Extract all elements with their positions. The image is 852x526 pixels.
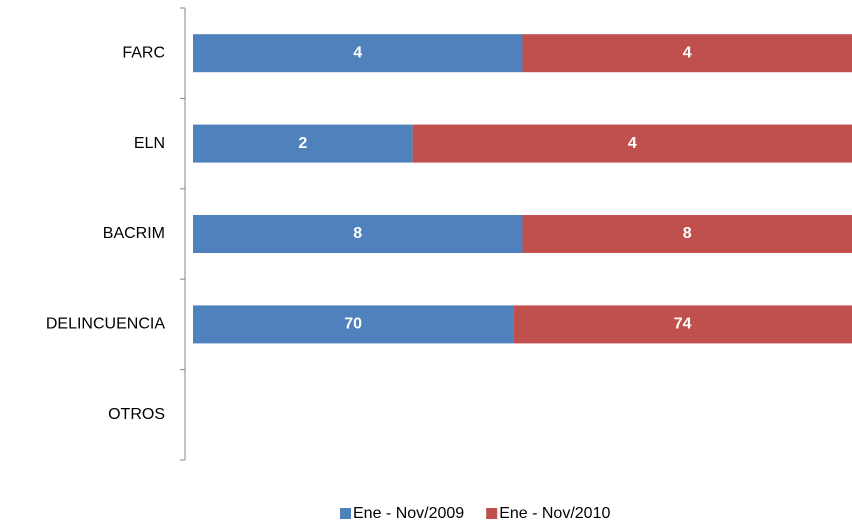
category-label: FARC xyxy=(122,44,165,61)
legend-label: Ene - Nov/2010 xyxy=(499,505,610,522)
data-label: 2 xyxy=(298,135,307,152)
category-label: BACRIM xyxy=(103,225,165,242)
bar-segment xyxy=(193,34,523,73)
bar-segment xyxy=(193,305,514,344)
data-label: 4 xyxy=(353,44,362,61)
data-label: 8 xyxy=(683,225,692,242)
bar-segment xyxy=(522,34,852,73)
data-label: 74 xyxy=(674,316,692,333)
data-label: 0 xyxy=(189,406,198,423)
category-label: OTROS xyxy=(108,406,165,423)
data-label: 4 xyxy=(628,135,637,152)
bar-segment xyxy=(193,215,523,253)
data-label: 70 xyxy=(344,316,362,333)
bar-segment xyxy=(513,305,852,344)
legend-swatch xyxy=(486,508,498,519)
data-label: 0 xyxy=(189,406,198,423)
bar-segment xyxy=(412,124,852,163)
bar-segment xyxy=(193,124,413,163)
category-label: DELINCUENCIA xyxy=(46,316,165,333)
legend-swatch xyxy=(340,508,351,519)
bar-segment xyxy=(522,215,852,253)
data-label: 4 xyxy=(683,44,692,61)
legend-label: Ene - Nov/2009 xyxy=(353,505,464,522)
category-label: ELN xyxy=(134,135,165,152)
data-label: 8 xyxy=(353,225,362,242)
